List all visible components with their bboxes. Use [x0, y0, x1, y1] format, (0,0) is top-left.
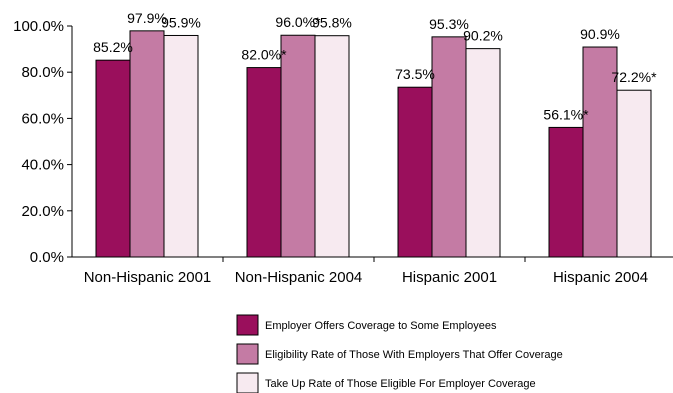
bar: [582, 46, 618, 258]
y-tick-label: 20.0%: [21, 203, 64, 220]
y-tick-label: 40.0%: [21, 157, 64, 174]
bar-data-label: 95.3%: [429, 16, 469, 32]
legend-swatch: [236, 372, 259, 393]
bar-data-label: 90.2%: [463, 28, 503, 44]
x-category-label: Non-Hispanic 2004: [235, 269, 363, 286]
chart-axes: 0.0% 20.0% 40.0% 60.0% 80.0% 100.0% Non-Hispan…: [13, 18, 673, 286]
bar: [431, 36, 467, 258]
bar-data-label: 73.5%: [395, 66, 435, 82]
x-category-label: Non-Hispanic 2001: [84, 269, 212, 286]
bar: [129, 30, 165, 258]
bar: [314, 35, 350, 258]
legend-swatch: [236, 314, 259, 336]
bar-data-label: 56.1%*: [543, 106, 589, 122]
bar: [163, 34, 199, 258]
bar-data-label: 85.2%: [93, 39, 133, 55]
bar: [246, 67, 282, 258]
legend-label: Employer Offers Coverage to Some Employe…: [265, 320, 497, 332]
bar: [548, 126, 584, 258]
y-tick-label: 80.0%: [21, 64, 64, 81]
bar-data-label: 82.0%*: [241, 47, 287, 63]
bar-data-label: 97.9%: [127, 10, 167, 26]
x-category-label: Hispanic 2001: [402, 269, 497, 286]
bar: [616, 89, 652, 258]
bar-data-label: 72.2%*: [611, 69, 657, 85]
bar-data-label: 90.9%: [580, 26, 620, 42]
bar: [465, 48, 501, 258]
chart-legend: Employer Offers Coverage to Some Employe…: [236, 314, 563, 393]
legend-swatch: [236, 343, 259, 365]
x-category-label: Hispanic 2004: [553, 269, 648, 286]
bar-data-label: 95.8%: [312, 15, 352, 31]
legend-label: Take Up Rate of Those Eligible For Emplo…: [265, 378, 536, 390]
bar-data-label: 96.0%*: [275, 14, 321, 30]
y-tick-label: 0.0%: [30, 249, 64, 266]
bar: [95, 59, 131, 258]
bar: [280, 34, 316, 258]
y-tick-label: 100.0%: [13, 18, 64, 35]
chart-bars: [95, 30, 652, 258]
legend-label: Eligibility Rate of Those With Employers…: [265, 349, 563, 361]
y-tick-label: 60.0%: [21, 110, 64, 127]
bar-data-label: 95.9%: [161, 14, 201, 30]
bar: [397, 86, 433, 258]
chart-data-labels: 85.2% 82.0%*73.5%56.1%*97.9% 96.0%* 95.3%90…: [93, 10, 657, 123]
